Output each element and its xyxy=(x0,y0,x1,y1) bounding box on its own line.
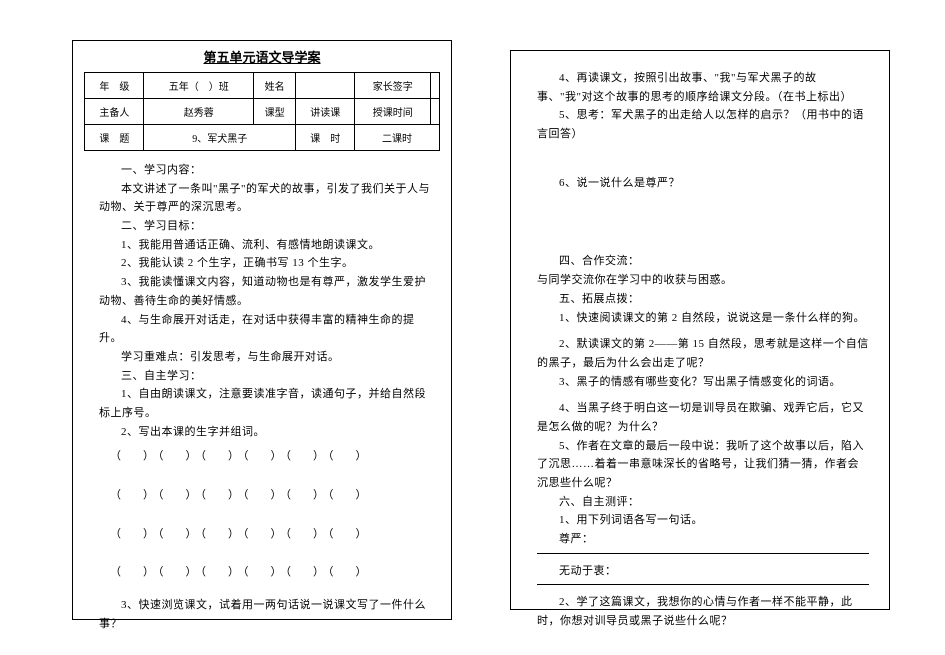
parens-row-1: （ ）（ ）（ ）（ ）（ ）（ ） xyxy=(110,447,435,466)
sec2-1: 1、我能用普通话正确、流利、有感情地朗读课文。 xyxy=(99,236,435,255)
sec2-head: 二、学习目标： xyxy=(99,217,435,236)
sec5-5: 5、作者在文章的最后一段中说：我听了这个故事以后，陷入了沉思……着着一串意味深长… xyxy=(537,437,869,493)
right-body: 4、再读课文，按照引出故事、"我"与军犬黑子的故事、"我"对这个故事的思考的顺序… xyxy=(511,51,889,641)
hdr-name-label: 姓名 xyxy=(254,73,296,99)
sec1-head: 一、学习内容： xyxy=(99,161,435,180)
sec2-5: 学习重难点：引发思考，与生命展开对话。 xyxy=(99,348,435,367)
sec6-1b: 无动于衷： xyxy=(537,562,869,581)
header-table: 年 级 五年（ ）班 姓名 家长签字 主备人 赵秀蓉 课型 讲读课 授课时间 课… xyxy=(84,72,439,151)
hdr-name-val xyxy=(296,73,355,99)
sec5-2: 2、默读课文的第 2——第 15 自然段，思考就是这样一个自信的黑子，最后为什么… xyxy=(537,335,869,372)
hdr-period-label: 课 时 xyxy=(296,125,355,151)
sec2-4: 4、与生命展开对话走，在对话中获得丰富的精神生命的提升。 xyxy=(99,311,435,348)
sec2-3: 3、我能读懂课文内容，知道动物也是有尊严，激发学生爱护动物、善待生命的美好情感。 xyxy=(99,273,435,310)
sec2-2: 2、我能认读 2 个生字，正确书写 13 个生字。 xyxy=(99,254,435,273)
sec5-4: 4、当黑子终于明白这一切是训导员在欺骗、戏弄它后，它又是怎么做的呢？为什么？ xyxy=(537,399,869,436)
sec6-head: 六、自主测评： xyxy=(537,493,869,512)
sec3-2: 2、写出本课的生字并组词。 xyxy=(99,423,435,442)
parens-row-4: （ ）（ ）（ ）（ ）（ ）（ ） xyxy=(110,563,435,582)
hdr-prep-label: 主备人 xyxy=(85,99,144,125)
sec6-1: 1、用下列词语各写一句话。 xyxy=(537,511,869,530)
left-body: 一、学习内容： 本文讲述了一条叫"黑子"的军犬的故事，引发了我们关于人与动物、关… xyxy=(73,161,451,643)
hdr-sign-val xyxy=(431,73,439,99)
sec3-1: 1、自由朗读课文，注意要读准字音，读通句子，并给自然段标上序号。 xyxy=(99,385,435,422)
sec5-3: 3、黑子的情感有哪些变化？写出黑子情感变化的词语。 xyxy=(537,373,869,392)
blank-line-1 xyxy=(537,553,869,554)
hdr-sign-label: 家长签字 xyxy=(355,73,431,99)
r-q6: 6、说一说什么是尊严？ xyxy=(537,174,869,193)
sec3-3: 3、快速浏览课文，试着用一两句话说一说课文写了一件什么事？ xyxy=(99,596,435,633)
hdr-topic-val: 9、军犬黑子 xyxy=(144,125,296,151)
hdr-type-label: 课型 xyxy=(254,99,296,125)
page-left: 第五单元语文导学案 年 级 五年（ ）班 姓名 家长签字 主备人 赵秀蓉 课型 … xyxy=(72,40,452,620)
sec5-1: 1、快速阅读课文的第 2 自然段，说说这是一条什么样的狗。 xyxy=(537,309,869,328)
hdr-period-val: 二课时 xyxy=(355,125,439,151)
sec4-head: 四、合作交流： xyxy=(537,252,869,271)
hdr-topic-label: 课 题 xyxy=(85,125,144,151)
hdr-grade-val: 五年（ ）班 xyxy=(144,73,254,99)
hdr-grade-label: 年 级 xyxy=(85,73,144,99)
sec6-1a: 尊严： xyxy=(537,530,869,549)
r-q4: 4、再读课文，按照引出故事、"我"与军犬黑子的故事、"我"对这个故事的思考的顺序… xyxy=(537,69,869,106)
hdr-type-val: 讲读课 xyxy=(296,99,355,125)
hdr-time-label: 授课时间 xyxy=(355,99,431,125)
sec1-para: 本文讲述了一条叫"黑子"的军犬的故事，引发了我们关于人与动物、关于尊严的深沉思考… xyxy=(99,180,435,217)
sec3-head: 三、自主学习： xyxy=(99,367,435,386)
hdr-prep-val: 赵秀蓉 xyxy=(144,99,254,125)
sec5-head: 五、拓展点拨： xyxy=(537,290,869,309)
sec6-2: 2、学了这篇课文，我想你的心情与作者一样不能平静，此时，你想对训导员或黑子说些什… xyxy=(537,593,869,630)
sec4-para: 与同学交流你在学习中的收获与困惑。 xyxy=(537,271,869,290)
parens-row-2: （ ）（ ）（ ）（ ）（ ）（ ） xyxy=(110,486,435,505)
parens-row-3: （ ）（ ）（ ）（ ）（ ）（ ） xyxy=(110,525,435,544)
hdr-time-val xyxy=(431,99,439,125)
r-q5: 5、思考：军犬黑子的出走给人以怎样的启示？（用书中的语言回答） xyxy=(537,106,869,143)
page-right: 4、再读课文，按照引出故事、"我"与军犬黑子的故事、"我"对这个故事的思考的顺序… xyxy=(510,50,890,610)
blank-line-2 xyxy=(537,584,869,585)
page-title: 第五单元语文导学案 xyxy=(73,47,451,66)
